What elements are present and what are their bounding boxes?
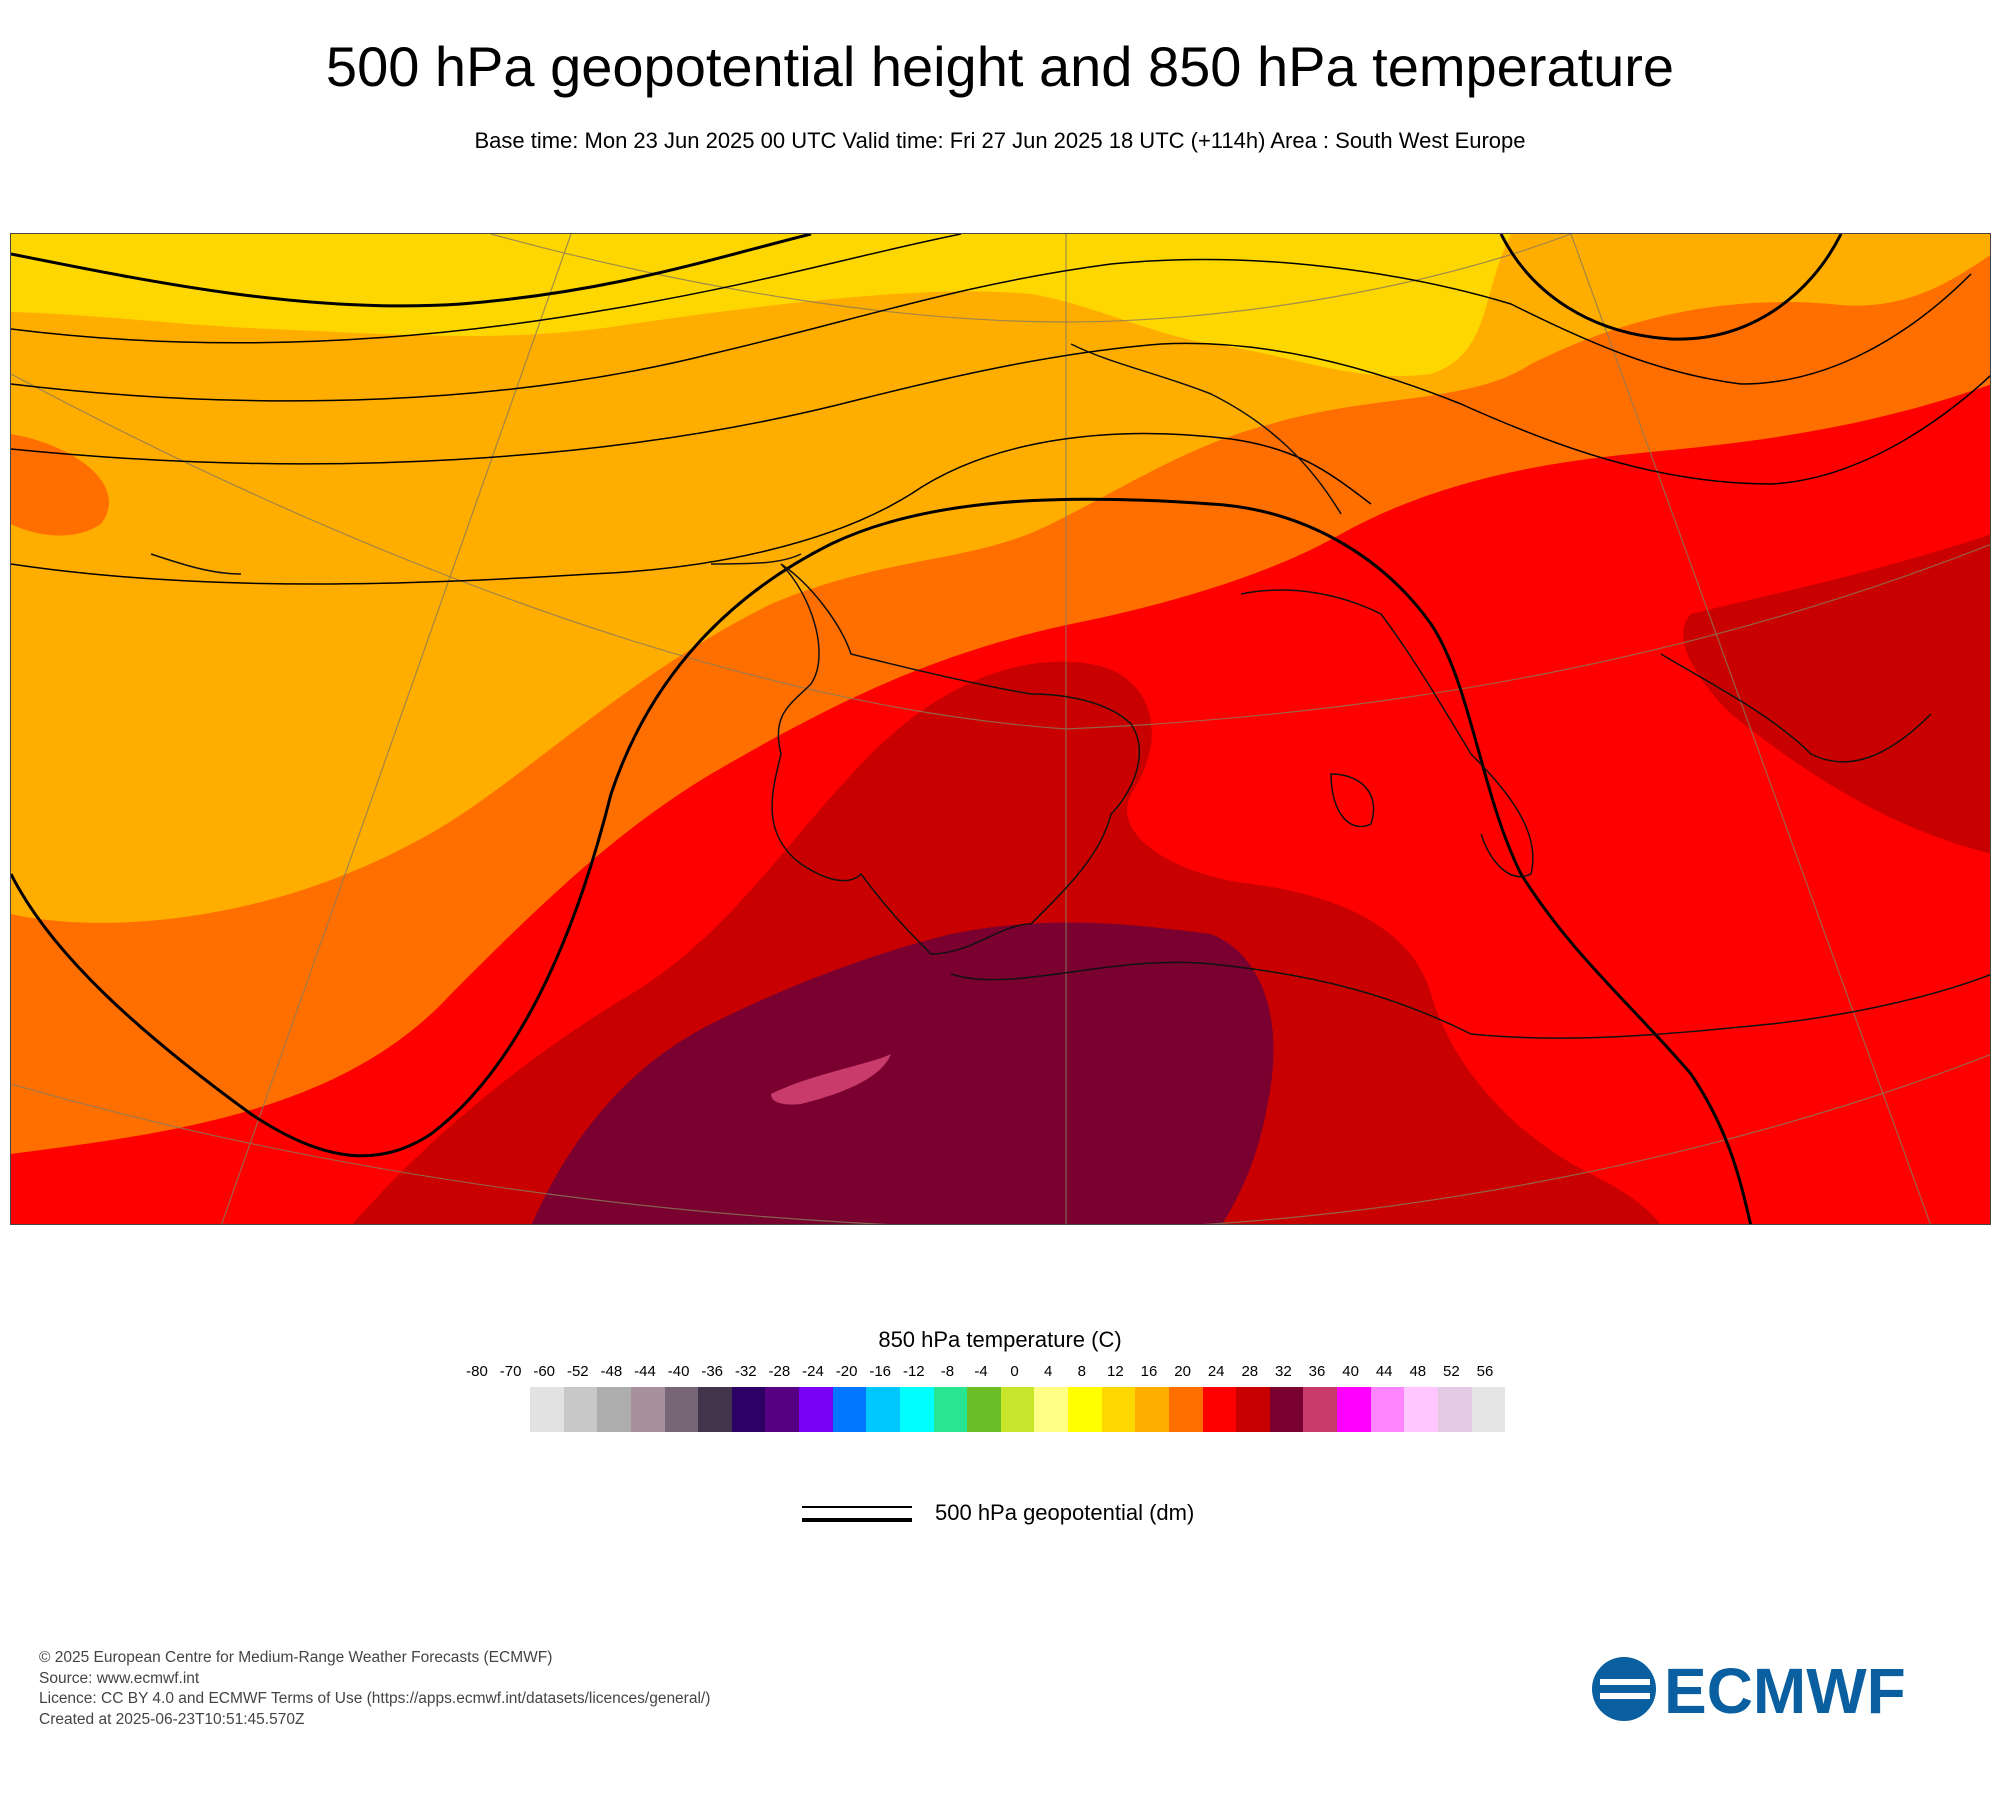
colorbar-tick-label: 24 bbox=[1207, 1363, 1225, 1380]
credits: © 2025 European Centre for Medium-Range … bbox=[39, 1648, 710, 1730]
forecast-map bbox=[10, 233, 1991, 1225]
geopotential-legend-line bbox=[802, 1506, 912, 1522]
colorbar-swatch bbox=[1337, 1387, 1371, 1432]
colorbar-swatch bbox=[563, 1387, 598, 1432]
colorbar-tick-label: 48 bbox=[1409, 1363, 1427, 1380]
map-canvas bbox=[11, 234, 1990, 1224]
colorbar-tick-label: 28 bbox=[1241, 1363, 1259, 1380]
temperature-band-8 bbox=[11, 234, 1511, 377]
credit-licence: Licence: CC BY 4.0 and ECMWF Terms of Us… bbox=[39, 1690, 711, 1707]
colorbar-swatch bbox=[630, 1387, 665, 1432]
colorbar-swatch bbox=[1236, 1387, 1270, 1432]
colorbar-tick-label: 56 bbox=[1476, 1363, 1494, 1380]
geopotential-legend-label: 500 hPa geopotential (dm) bbox=[935, 1500, 1195, 1525]
colorbar-tick-label: -52 bbox=[566, 1363, 589, 1380]
colorbar-swatch bbox=[1404, 1387, 1438, 1432]
colorbar-tick-label: -28 bbox=[768, 1363, 791, 1380]
colorbar-swatch bbox=[1471, 1387, 1506, 1432]
colorbar-tick-label: 36 bbox=[1308, 1363, 1326, 1380]
temperature-band-16b bbox=[11, 434, 109, 536]
colorbar-tick-label: -60 bbox=[533, 1363, 556, 1380]
colorbar-tick-label: -12 bbox=[902, 1363, 925, 1380]
colorbar-tick-label: 0 bbox=[1010, 1363, 1019, 1380]
colorbar-tick-label: -80 bbox=[466, 1363, 488, 1380]
colorbar-tick-label: 4 bbox=[1044, 1363, 1053, 1380]
logo-mark bbox=[1592, 1657, 1656, 1721]
colorbar-swatch bbox=[1034, 1387, 1068, 1432]
colorbar-tick-label: -40 bbox=[667, 1363, 690, 1380]
colorbar-swatch bbox=[731, 1387, 766, 1432]
colorbar-swatch bbox=[1303, 1387, 1337, 1432]
colorbar-swatch bbox=[1269, 1387, 1304, 1432]
colorbar-tick-label: 32 bbox=[1275, 1363, 1292, 1380]
colorbar-tick-label: -36 bbox=[701, 1363, 724, 1380]
colorbar-swatch bbox=[1370, 1387, 1405, 1432]
colorbar-tick-label: -70 bbox=[499, 1363, 522, 1380]
colorbar-tick-label: 20 bbox=[1174, 1363, 1191, 1380]
colorbar-labels: -80 -70 -60 -52 -48 -44 -40 -36 -32 -28 -24 -20 -16-… bbox=[466, 1363, 1520, 1383]
colorbar-tick-label: 16 bbox=[1140, 1363, 1158, 1380]
colorbar bbox=[530, 1387, 1506, 1432]
colorbar-swatch bbox=[1101, 1387, 1136, 1432]
colorbar-tick-label: -20 bbox=[835, 1363, 858, 1380]
chart-title: 500 hPa geopotential height and 850 hPa … bbox=[325, 35, 1675, 98]
colorbar-tick-label: -48 bbox=[600, 1363, 623, 1380]
colorbar-tick-label: 8 bbox=[1077, 1363, 1086, 1380]
colorbar-tick-label: -8 bbox=[940, 1363, 955, 1380]
coastlines bbox=[150, 343, 1990, 1039]
geopotential-contours bbox=[11, 234, 1990, 1224]
credit-source: Source: www.ecmwf.int bbox=[39, 1669, 200, 1687]
colorbar-title: 850 hPa temperature (C) bbox=[878, 1327, 1122, 1352]
colorbar-tick-label: 52 bbox=[1443, 1363, 1460, 1380]
temperature-band-28 bbox=[531, 922, 1274, 1224]
colorbar-tick-label: -24 bbox=[802, 1363, 824, 1380]
colorbar-swatch bbox=[832, 1387, 867, 1432]
graticule bbox=[11, 234, 1990, 1224]
chart-subtitle: Base time: Mon 23 Jun 2025 00 UTC Valid … bbox=[474, 128, 1526, 153]
colorbar-tick-label: 40 bbox=[1342, 1363, 1359, 1380]
temperature-band-24b bbox=[1683, 534, 1990, 854]
colorbar-tick-label: -32 bbox=[734, 1363, 757, 1380]
colorbar-swatch bbox=[1168, 1387, 1203, 1432]
colorbar-swatch bbox=[530, 1387, 564, 1432]
logo-text: ECMWF bbox=[1664, 1655, 1906, 1723]
colorbar-swatch bbox=[866, 1387, 900, 1432]
colorbar-swatch bbox=[765, 1387, 799, 1432]
colorbar-swatch bbox=[967, 1387, 1001, 1432]
colorbar-swatch bbox=[1437, 1387, 1472, 1432]
ecmwf-logo: ECMWF bbox=[1592, 1655, 1906, 1723]
colorbar-tick-label: -44 bbox=[634, 1363, 656, 1380]
credit-created: Created at 2025-06-23T10:51:45.570Z bbox=[39, 1710, 305, 1728]
colorbar-swatch bbox=[799, 1387, 833, 1432]
colorbar-tick-label: 44 bbox=[1375, 1363, 1393, 1380]
temperature-band-32 bbox=[771, 1054, 891, 1105]
credit-copyright: © 2025 European Centre for Medium-Range … bbox=[39, 1649, 553, 1666]
colorbar-tick-label: -16 bbox=[869, 1363, 892, 1380]
colorbar-swatch bbox=[698, 1387, 732, 1432]
colorbar-swatch bbox=[1135, 1387, 1169, 1432]
colorbar-swatch bbox=[597, 1387, 631, 1432]
colorbar-swatch bbox=[933, 1387, 968, 1432]
colorbar-tick-label: 12 bbox=[1107, 1363, 1124, 1380]
colorbar-tick-label: -4 bbox=[974, 1363, 988, 1380]
colorbar-swatch bbox=[664, 1387, 699, 1432]
colorbar-swatch bbox=[899, 1387, 934, 1432]
colorbar-swatch bbox=[1068, 1387, 1102, 1432]
colorbar-swatch bbox=[1202, 1387, 1237, 1432]
colorbar-swatch bbox=[1000, 1387, 1035, 1432]
